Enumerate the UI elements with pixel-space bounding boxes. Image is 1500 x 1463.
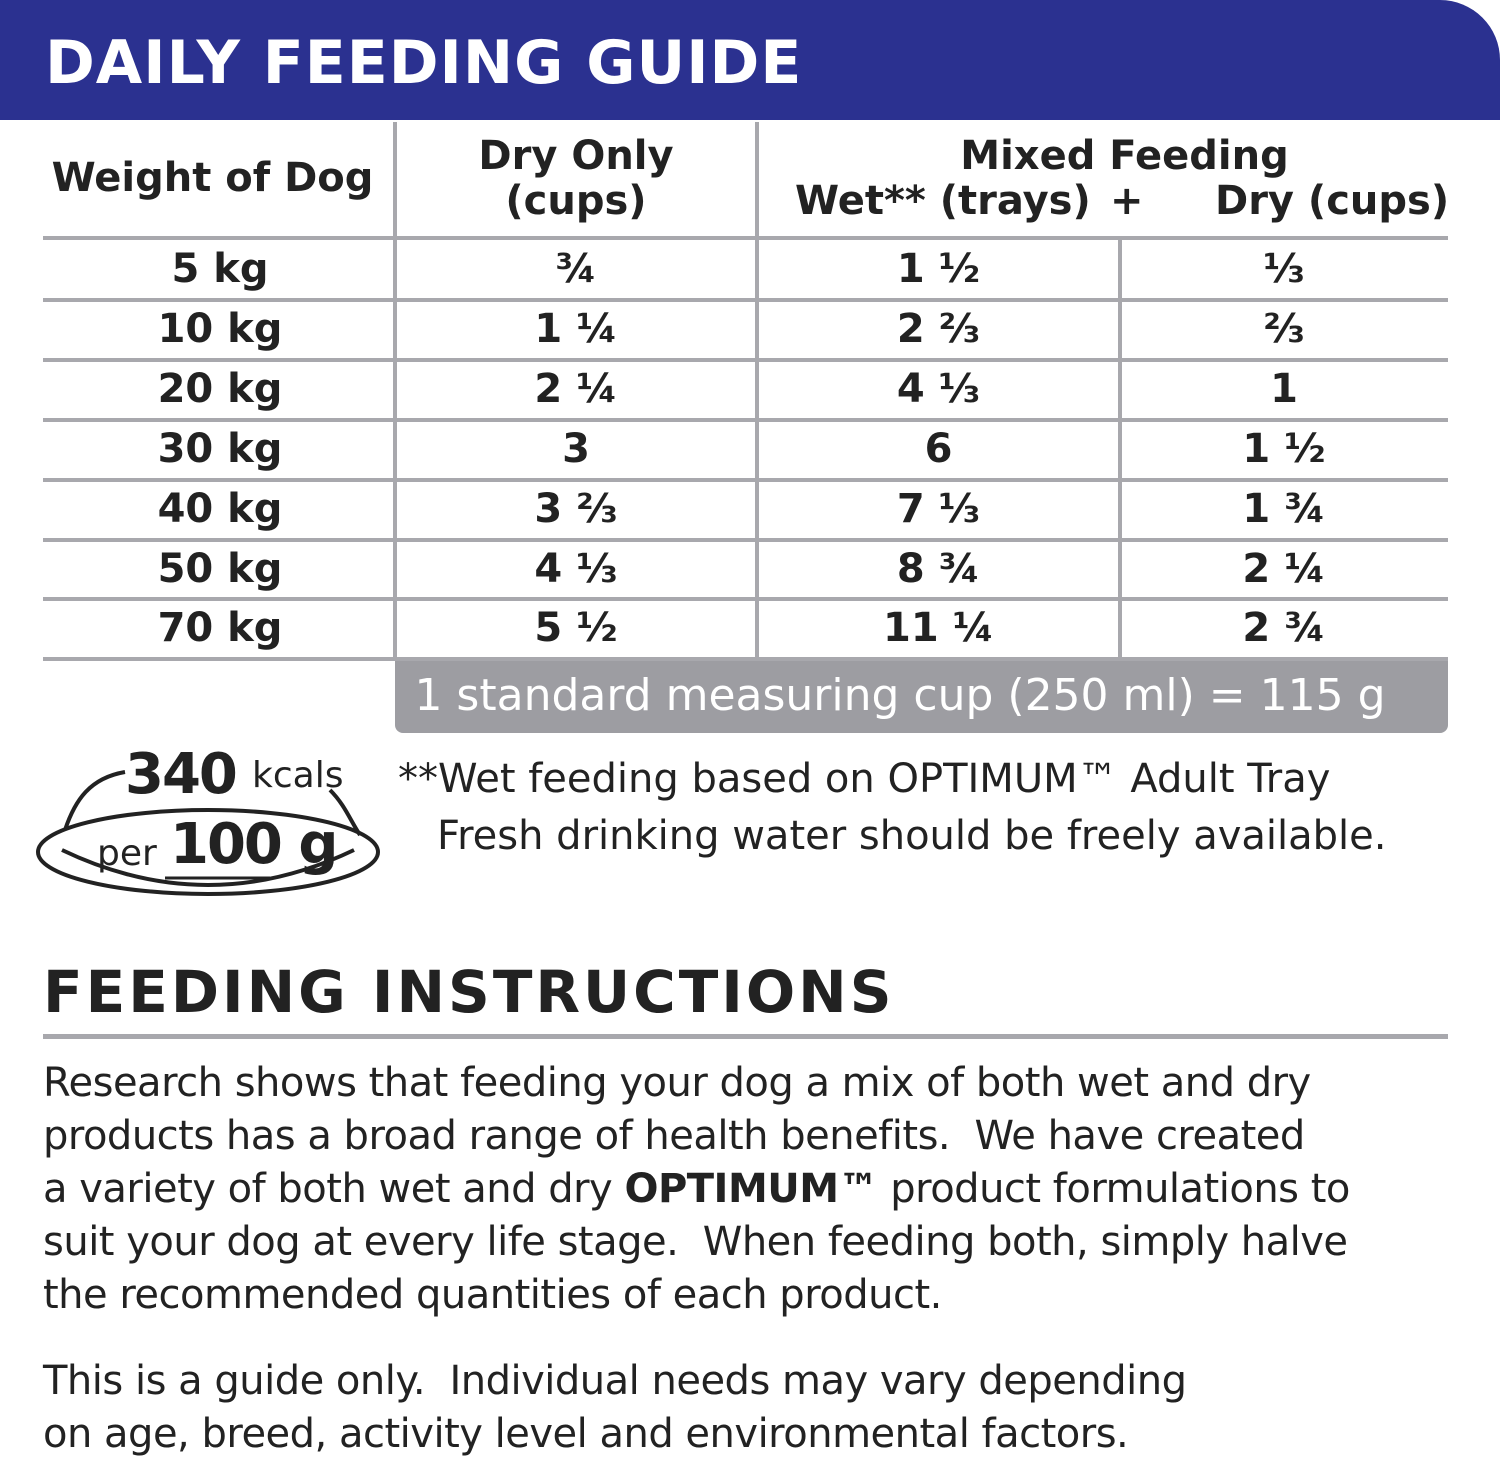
header-mixed: Mixed Feeding	[960, 133, 1289, 179]
table-cell: 2 ¼	[534, 365, 618, 412]
table-cell: 1 ½	[1242, 425, 1326, 472]
table-cell: 11 ¼	[883, 605, 994, 652]
header-title: DAILY FEEDING GUIDE	[45, 28, 803, 98]
paragraph-line: on age, breed, activity level and enviro…	[43, 1411, 1129, 1457]
table-cell: 4 ⅓	[534, 545, 618, 592]
table-cell: 1 ½	[896, 246, 981, 292]
column-line	[393, 122, 397, 660]
header-dry: Dry Only	[478, 133, 674, 179]
brand-name: OPTIMUM™	[624, 1166, 879, 1212]
table-cell: 8 ¾	[896, 545, 981, 592]
table-cell: 30 kg	[157, 425, 283, 472]
row-line	[43, 357, 1448, 362]
table-cell: 5 ½	[534, 605, 618, 652]
paragraph-line: the recommended quantities of each produ…	[43, 1272, 942, 1318]
table-cell: 2 ⅔	[896, 305, 981, 352]
table-cell: 2 ¾	[1242, 605, 1326, 652]
table-cell: ¾	[555, 246, 597, 292]
header-wet: Wet** (trays)	[795, 178, 1091, 224]
kcal-amount: 340	[125, 742, 238, 807]
header-weight: Weight of Dog	[51, 155, 374, 201]
table-cell: 1 ¼	[534, 305, 618, 352]
note-text: 1 standard measuring cup (250 ml) = 115 …	[414, 670, 1386, 721]
kcal-portion: 100 g	[170, 812, 338, 877]
header-plus: +	[1110, 178, 1144, 224]
text-run: product formulations to	[878, 1166, 1350, 1212]
row-line	[43, 657, 1448, 662]
table-cell: 20 kg	[157, 365, 283, 412]
header-mixed-dry: Dry (cups)	[1215, 178, 1450, 224]
table-cell: 10 kg	[157, 305, 283, 352]
kcal-per: per	[97, 833, 157, 874]
table-cell: 2 ¼	[1242, 545, 1326, 592]
divider	[43, 1034, 1448, 1039]
column-line	[755, 122, 759, 660]
instructions-title: FEEDING INSTRUCTIONS	[43, 958, 895, 1026]
table-cell: ⅔	[1263, 305, 1305, 352]
bowl-icon	[36, 770, 380, 896]
paragraph-line: suit your dog at every life stage. When …	[43, 1219, 1348, 1265]
table-cell: 40 kg	[157, 485, 283, 532]
paragraph-line: products has a broad range of health ben…	[43, 1113, 1305, 1159]
column-line	[1118, 238, 1122, 660]
footnote: Fresh drinking water should be freely av…	[437, 813, 1387, 859]
table-cell: 3	[562, 425, 590, 472]
note-bar	[395, 661, 1448, 733]
table-cell: 1	[1270, 365, 1298, 412]
table-cell: 7 ⅓	[896, 485, 981, 532]
row-line	[43, 477, 1448, 482]
header-band	[0, 0, 1500, 120]
footnote: **Wet feeding based on OPTIMUM™ Adult Tr…	[398, 756, 1331, 802]
table-cell: 6	[924, 425, 953, 472]
row-line	[43, 597, 1448, 602]
table-cell: 3 ⅔	[534, 485, 618, 532]
paragraph-line: This is a guide only. Individual needs m…	[43, 1358, 1187, 1404]
row-line	[43, 537, 1448, 542]
kcal-unit: kcals	[252, 755, 344, 796]
paragraph-line: a variety of both wet and dry OPTIMUM™ p…	[43, 1166, 1350, 1212]
table-cell: 50 kg	[157, 545, 283, 592]
row-line	[43, 236, 1448, 240]
table-cell: 1 ¾	[1242, 485, 1326, 532]
header-dry-unit: (cups)	[505, 178, 647, 224]
table-cell: ⅓	[1263, 246, 1305, 292]
text-run: a variety of both wet and dry	[43, 1166, 625, 1212]
table-cell: 5 kg	[171, 246, 269, 292]
paragraph-line: Research shows that feeding your dog a m…	[43, 1060, 1311, 1106]
row-line	[43, 297, 1448, 302]
table-cell: 4 ⅓	[896, 365, 981, 412]
row-line	[43, 417, 1448, 422]
table-cell: 70 kg	[157, 605, 283, 652]
